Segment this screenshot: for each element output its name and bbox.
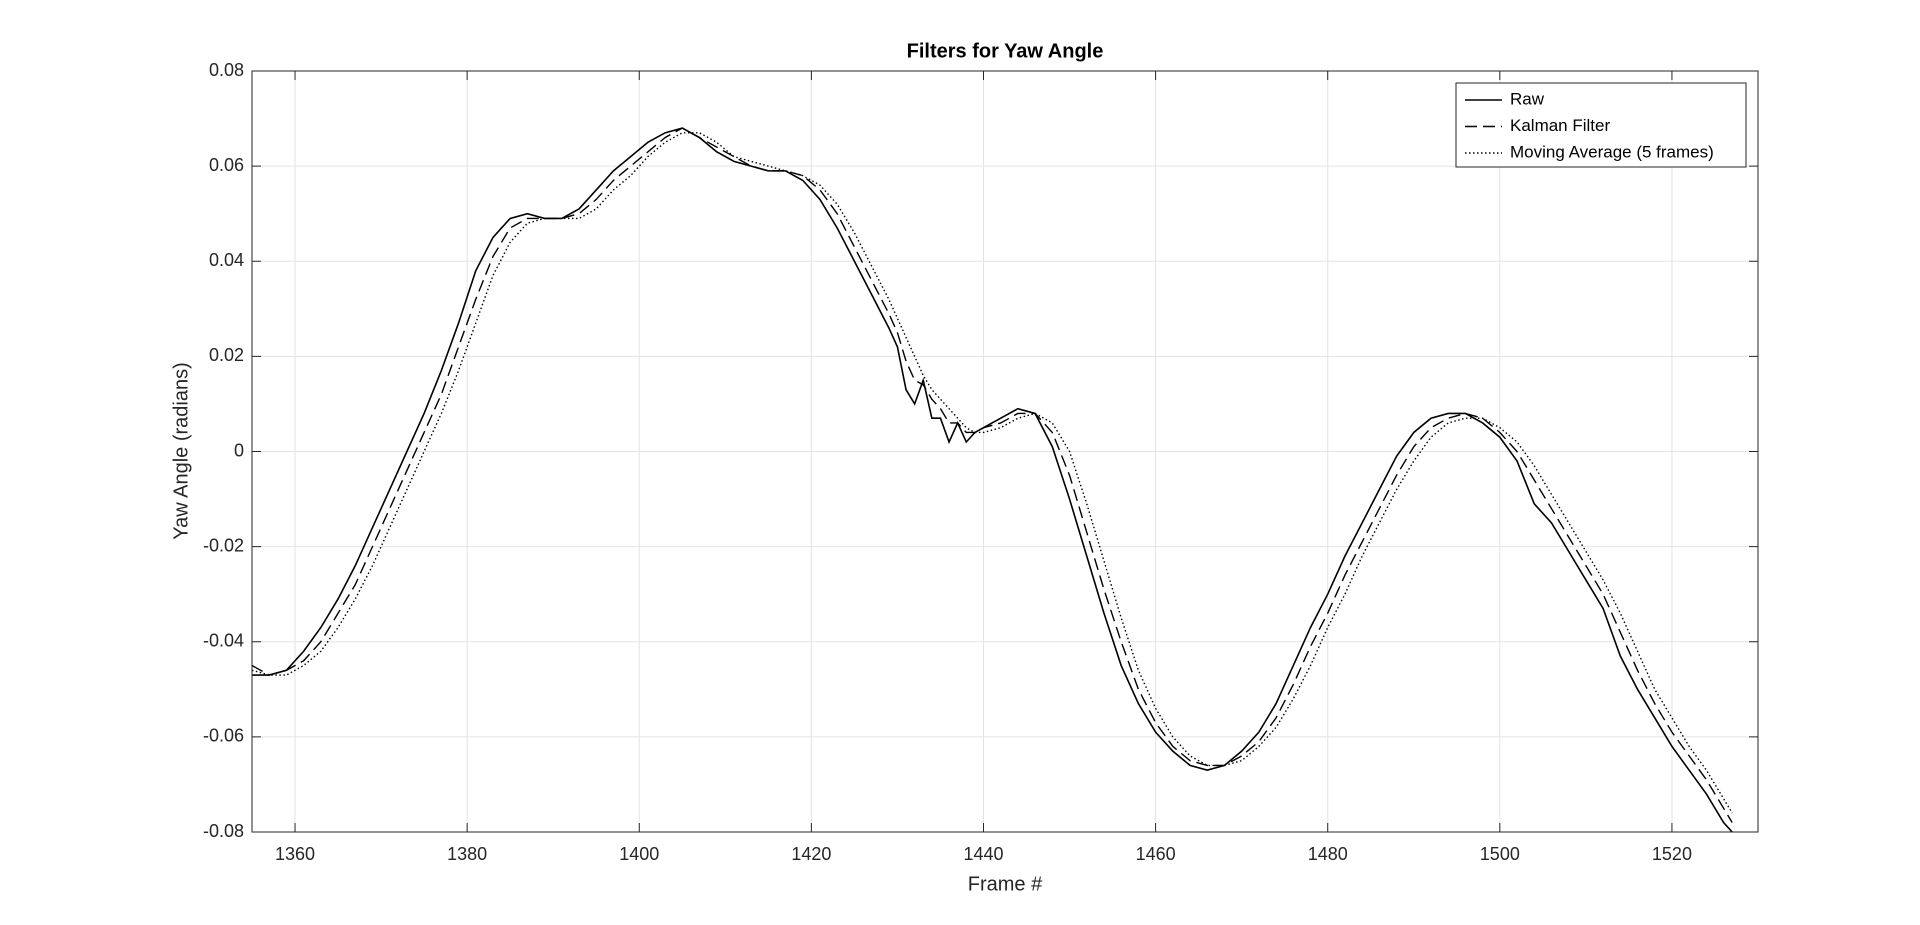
y-tick-label: 0.06 bbox=[209, 155, 244, 175]
y-tick-label: 0.08 bbox=[209, 60, 244, 80]
x-tick-label: 1460 bbox=[1136, 844, 1176, 864]
x-axis-label: Frame # bbox=[968, 873, 1043, 895]
x-tick-label: 1420 bbox=[791, 844, 831, 864]
legend-box bbox=[1455, 82, 1747, 168]
y-tick-label: -0.08 bbox=[203, 821, 244, 841]
x-tick-label: 1400 bbox=[619, 844, 659, 864]
y-tick-label: -0.06 bbox=[203, 726, 244, 746]
series-line bbox=[252, 127, 1733, 823]
y-tick-label: -0.02 bbox=[203, 535, 244, 555]
x-tick-label: 1520 bbox=[1652, 844, 1692, 864]
y-tick-label: 0.02 bbox=[209, 345, 244, 365]
x-tick-label: 1480 bbox=[1308, 844, 1348, 864]
x-tick-label: 1380 bbox=[447, 844, 487, 864]
x-tick-label: 1360 bbox=[275, 844, 315, 864]
y-axis-label: Yaw Angle (radians) bbox=[170, 362, 192, 540]
chart-title: Filters for Yaw Angle bbox=[907, 40, 1104, 62]
y-tick-label: 0.04 bbox=[209, 250, 244, 270]
legend-label: Raw bbox=[1510, 89, 1545, 108]
legend-label: Moving Average (5 frames) bbox=[1510, 142, 1714, 161]
x-tick-label: 1500 bbox=[1480, 844, 1520, 864]
series-line bbox=[252, 127, 1733, 832]
y-tick-label: -0.04 bbox=[203, 631, 244, 651]
x-tick-label: 1440 bbox=[963, 844, 1003, 864]
legend-label: Kalman Filter bbox=[1510, 116, 1610, 135]
y-tick-label: 0 bbox=[234, 440, 244, 460]
